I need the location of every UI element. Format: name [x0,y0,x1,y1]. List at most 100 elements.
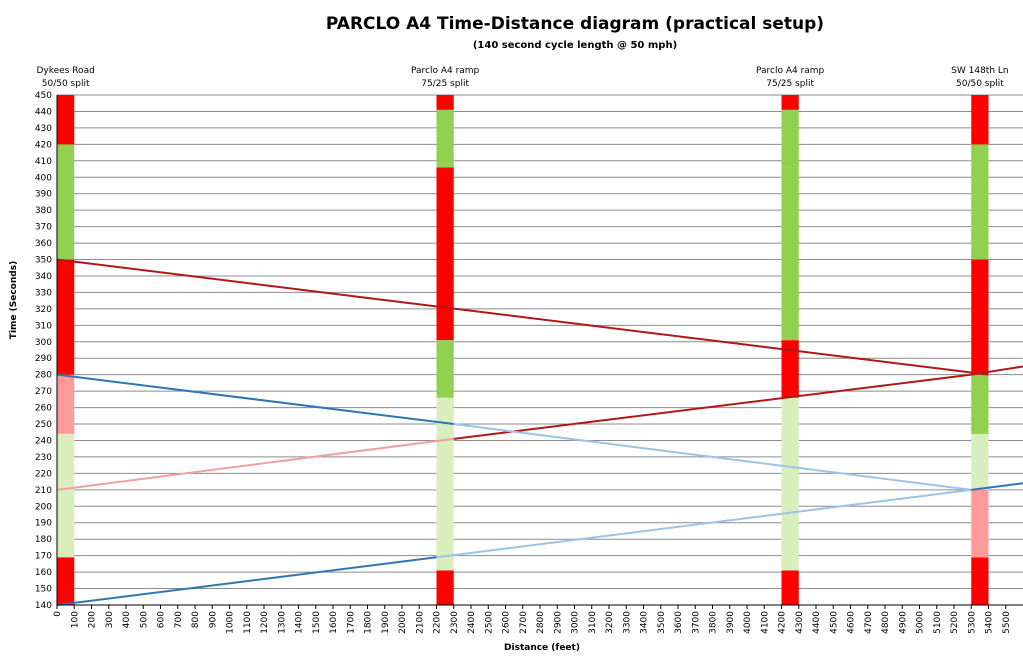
x-tick-label: 3800 [709,611,719,634]
signal-split-label: 75/25 split [766,79,814,89]
trajectory-northbound-blue-upper [971,482,1023,491]
x-tick-label: 1300 [277,611,287,634]
signal-phase-red [57,95,75,145]
y-tick-label: 240 [35,436,52,446]
x-tick-label: 1200 [260,611,270,634]
signal-phases [57,95,989,605]
signal-name-label: Parclo A4 ramp [411,66,480,76]
x-tick-label: 2200 [433,611,443,634]
trajectory-southbound-blue-upper [56,373,454,426]
y-tick-label: 450 [35,91,52,101]
y-tick-label: 290 [35,354,52,364]
signal-phase-red [436,167,454,341]
x-tick-label: 3500 [657,611,667,634]
signal-labels: Dykees Road 50/50 split Parclo A4 ramp 75/2… [36,66,1008,89]
signal-phase-light-red [971,489,989,558]
trajectory-southbound-blue-lower [453,423,972,491]
signal-phase-light-green [57,433,75,558]
signal-phase-red [971,95,989,145]
y-tick-label: 420 [35,140,52,150]
x-tick-label: 5100 [933,611,943,634]
signal-phase-green [436,340,454,398]
x-tick-label: 5200 [950,611,960,634]
y-tick-label: 250 [35,420,52,430]
y-tick-label: 360 [35,239,52,249]
y-tick-label: 140 [35,601,52,611]
x-tick-label: 1400 [295,611,305,634]
signal-phase-green [436,109,454,168]
x-tick-label: 4800 [881,611,891,634]
x-tick-label: 700 [174,611,184,628]
x-tick-label: 4500 [829,611,839,634]
x-tick-label: 4000 [743,611,753,634]
y-tick-label: 160 [35,568,52,578]
x-tick-label: 5000 [916,611,926,634]
trajectory-northbound-red-lower [56,437,454,491]
signal-phase-red [57,557,75,605]
signal-phase-red [971,557,989,605]
y-tick-label: 190 [35,519,52,529]
y-tick-label: 380 [35,206,52,216]
x-tick-label: 4900 [898,611,908,634]
x-tick-label: 4100 [760,611,770,634]
x-tick-label: 5300 [967,611,977,634]
x-tick-label: 3200 [605,611,615,634]
x-tick-label: 2800 [536,611,546,634]
signal-phase-red [436,570,454,605]
signal-split-label: 50/50 split [42,79,90,89]
x-tick-label: 800 [191,611,201,628]
signal-phase-light-green [971,433,989,490]
x-tick-label: 3700 [691,611,701,634]
x-tick-label: 2300 [450,611,460,634]
y-tick-label: 330 [35,288,52,298]
x-tick-label: 1100 [243,611,253,634]
y-tick-label: 260 [35,404,52,414]
x-tick-label: 5400 [985,611,995,634]
axes: 140 150 160 170 180 190 200 210 220 230 240 250 260 2… [35,91,1023,634]
x-tick-label: 2600 [502,611,512,634]
y-tick-label: 200 [35,502,52,512]
x-tick-label: 3100 [588,611,598,634]
y-tick-label: 440 [35,107,52,117]
signal-name-label: SW 148th Ln [951,66,1008,76]
x-tick-label: 5500 [1002,611,1012,634]
signal-phase-green [781,167,799,341]
y-tick-label: 310 [35,321,52,331]
x-tick-label: 1500 [312,611,322,634]
trajectory-northbound-blue-lower [56,556,437,606]
y-tick-label: 230 [35,453,52,463]
x-tick-label: 900 [208,611,218,628]
trajectory-northbound-upper [971,365,1023,376]
trajectory-lines [56,258,1023,606]
chart-subtitle: (140 second cycle length @ 50 mph) [473,40,677,51]
signal-name-label: Dykees Road [36,66,94,76]
x-tick-label: 2700 [519,611,529,634]
x-tick-label: 200 [88,611,98,628]
x-tick-label: 1700 [346,611,356,634]
x-tick-label: 0 [53,611,63,617]
x-tick-label: 2400 [467,611,477,634]
signal-phase-green [971,374,989,434]
x-tick-label: 2900 [553,611,563,634]
y-tick-label: 150 [35,585,52,595]
x-tick-label: 2500 [484,611,494,634]
signal-split-label: 75/25 split [421,79,469,89]
signal-phase-light-red [57,374,75,434]
x-tick-label: 2100 [415,611,425,634]
signal-phase-green [781,109,799,168]
signal-phase-red [436,95,454,110]
y-tick-label: 340 [35,272,52,282]
y-tick-label: 220 [35,469,52,479]
x-tick-label: 4300 [795,611,805,634]
signal-name-label: Parclo A4 ramp [756,66,825,76]
x-tick-label: 4400 [812,611,822,634]
x-tick-label: 3400 [640,611,650,634]
x-tick-label: 300 [105,611,115,628]
y-tick-label: 300 [35,338,52,348]
signal-phase-green [57,144,75,260]
trajectory-northbound-red-mid [453,373,972,440]
y-tick-label: 180 [35,535,52,545]
y-tick-label: 320 [35,305,52,315]
x-axis-label: Distance (feet) [504,643,580,653]
